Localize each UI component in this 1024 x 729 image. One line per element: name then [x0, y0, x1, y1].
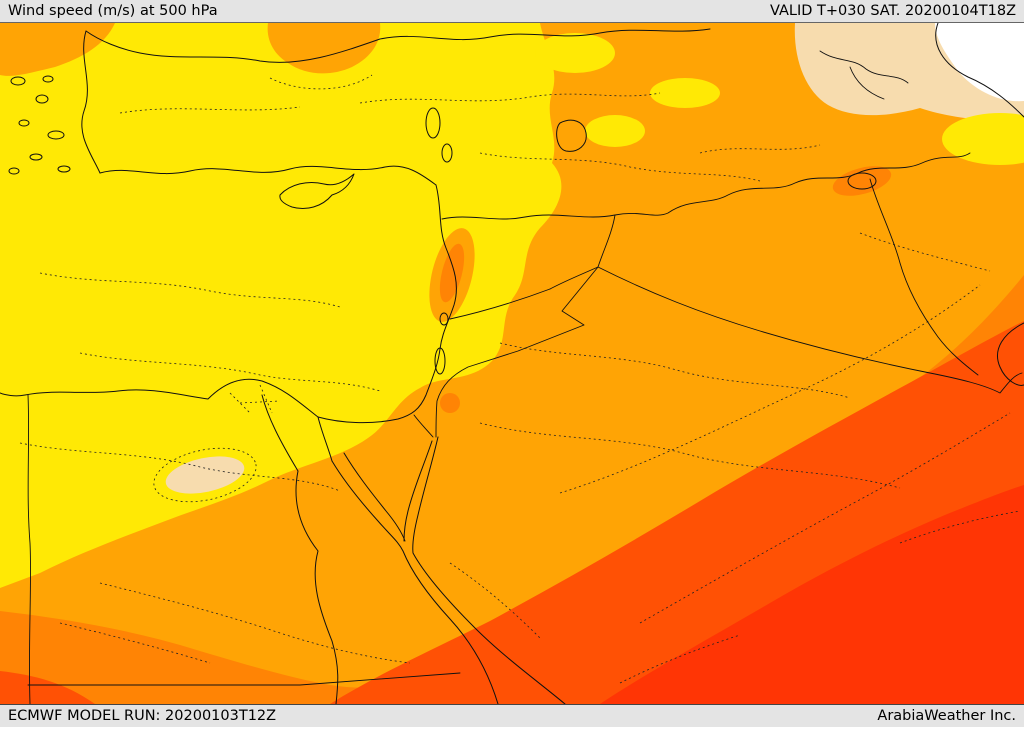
border-egypt-sudan — [27, 672, 461, 686]
dotted-isotach-lines — [19, 74, 1021, 684]
island-outline — [8, 167, 20, 175]
island-outline — [10, 76, 26, 86]
border-caucasus — [849, 66, 885, 100]
contour-white-region-ne — [935, 23, 1024, 102]
border-jordan-saudi — [435, 266, 599, 438]
header-bar: Wind speed (m/s) at 500 hPa VALID T+030 … — [0, 0, 1024, 23]
contour-dark-orange-core-levant — [439, 243, 465, 303]
island-outline — [18, 119, 30, 127]
coast-red-sea-east — [412, 436, 566, 704]
suez-canal — [317, 416, 333, 462]
model-run-label: ECMWF MODEL RUN: 20200103T12Z — [8, 707, 277, 724]
border-syria-iraq — [597, 214, 616, 268]
border-caucasus — [819, 50, 909, 84]
contour-yellow-patch — [650, 78, 720, 108]
contour-cream-patch-egypt — [165, 456, 245, 494]
coast-levant — [317, 184, 457, 424]
lake-outline — [556, 119, 587, 152]
contour-yellow-patch — [942, 113, 1024, 165]
coast-gulf-of-suez-east — [343, 452, 406, 542]
contour-yellow-patch — [535, 33, 615, 73]
contour-orange-corner-nw — [0, 23, 115, 76]
contour-orange-red-corner-sw — [0, 671, 95, 704]
coastlines — [0, 23, 1024, 704]
border-iraq-saudi — [597, 266, 1023, 394]
map-svg — [0, 23, 1024, 704]
border-iran-iraq — [869, 178, 979, 376]
contour-orange-blob-top — [267, 23, 381, 74]
contour-yellow-patch — [585, 115, 645, 147]
border-jordan-iraq — [549, 266, 599, 290]
brand-label: ArabiaWeather Inc. — [877, 707, 1016, 724]
coast-anatolia-south — [99, 165, 437, 186]
footer-bar: ECMWF MODEL RUN: 20200103T12Z ArabiaWeat… — [0, 704, 1024, 727]
contour-red-core — [600, 485, 1024, 704]
coast-egypt — [0, 378, 319, 418]
dead-sea — [434, 347, 446, 375]
border-egypt-israel — [413, 414, 434, 438]
coast-persian-gulf — [997, 322, 1024, 386]
country-borders — [27, 50, 1023, 704]
sea-of-galilee — [439, 312, 449, 326]
coast-cyprus — [279, 173, 355, 209]
island-outline — [42, 75, 54, 83]
border-egypt-libya — [27, 394, 32, 704]
lake-outline — [847, 172, 877, 190]
island-outline — [35, 94, 49, 104]
valid-time-label: VALID T+030 SAT. 20200104T18Z — [770, 2, 1016, 19]
island-outline — [29, 153, 43, 161]
coast-black-sea — [85, 28, 711, 63]
lake-outline — [425, 107, 441, 139]
island-outline — [47, 130, 65, 140]
border-syria-jordan — [449, 288, 551, 320]
wind-speed-map — [0, 23, 1024, 704]
nile-river — [261, 394, 339, 704]
island-outline — [57, 165, 71, 173]
coast-aegean — [81, 30, 101, 174]
lake-outline — [441, 143, 453, 163]
border-turkey-south — [441, 152, 971, 220]
contour-yellow-region — [0, 23, 562, 588]
contour-dark-orange-spot — [440, 393, 460, 413]
coast-caspian — [935, 23, 1024, 118]
map-title: Wind speed (m/s) at 500 hPa — [8, 2, 218, 19]
contour-dark-orange-patch-urmia — [832, 166, 892, 196]
coast-gulf-of-suez-west — [331, 460, 499, 704]
coast-gulf-of-aqaba-west — [403, 440, 433, 542]
